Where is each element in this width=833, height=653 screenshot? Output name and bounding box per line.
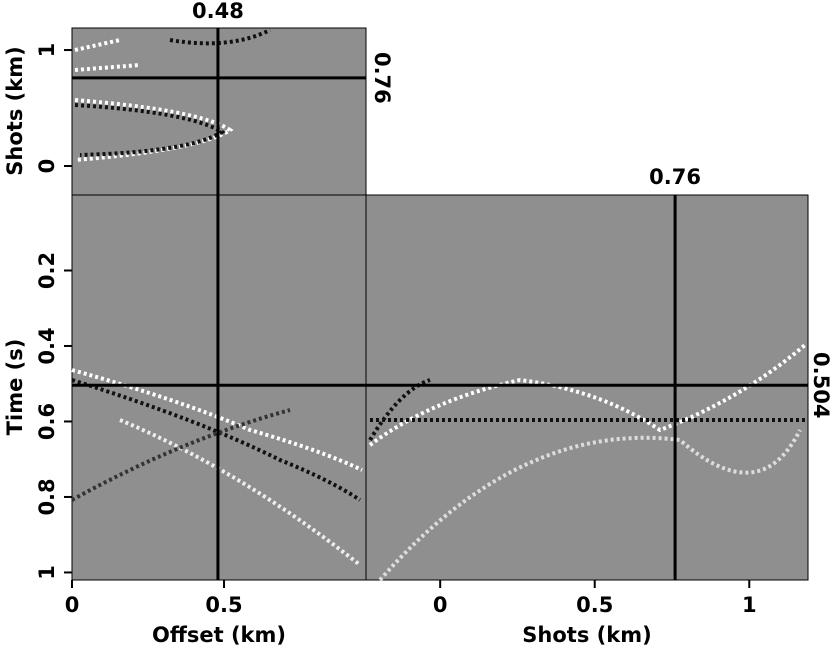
y-tick-label: 1 [35, 43, 59, 58]
panel-backgrounds [71, 27, 809, 581]
x-axis-label: Shots (km) [522, 623, 651, 647]
seismic-events [71, 28, 807, 582]
x-tick-label: 1 [742, 593, 757, 617]
x-tick-label: 0 [433, 593, 448, 617]
crosshair-label: 0.76 [370, 52, 394, 104]
y-tick-label: 1 [35, 565, 59, 580]
x-tick-label: 0.5 [205, 593, 242, 617]
crosshair-label: 0.76 [649, 165, 701, 189]
event [119, 418, 362, 567]
x-tick-label: 0 [65, 593, 80, 617]
event [368, 378, 805, 442]
y-tick-label: 0.2 [35, 252, 59, 289]
event [74, 28, 271, 157]
x-axis-label: Offset (km) [152, 623, 286, 647]
event [74, 38, 234, 162]
event [378, 429, 802, 582]
y-axis-label: Shots (km) [3, 46, 27, 175]
y-axis-label: Time (s) [3, 339, 27, 436]
event [368, 343, 807, 447]
crosshair-label: 0.504 [809, 352, 833, 418]
y-tick-label: 0 [35, 159, 59, 174]
event [71, 408, 291, 502]
y-tick-label: 0.8 [35, 478, 59, 515]
event [71, 368, 363, 472]
x-tick-label: 0.5 [576, 593, 613, 617]
side-panel [365, 194, 809, 581]
y-tick-label: 0.6 [35, 403, 59, 440]
event [71, 378, 362, 502]
crosshair-label: 0.48 [192, 0, 244, 23]
y-tick-label: 0.4 [35, 327, 59, 364]
